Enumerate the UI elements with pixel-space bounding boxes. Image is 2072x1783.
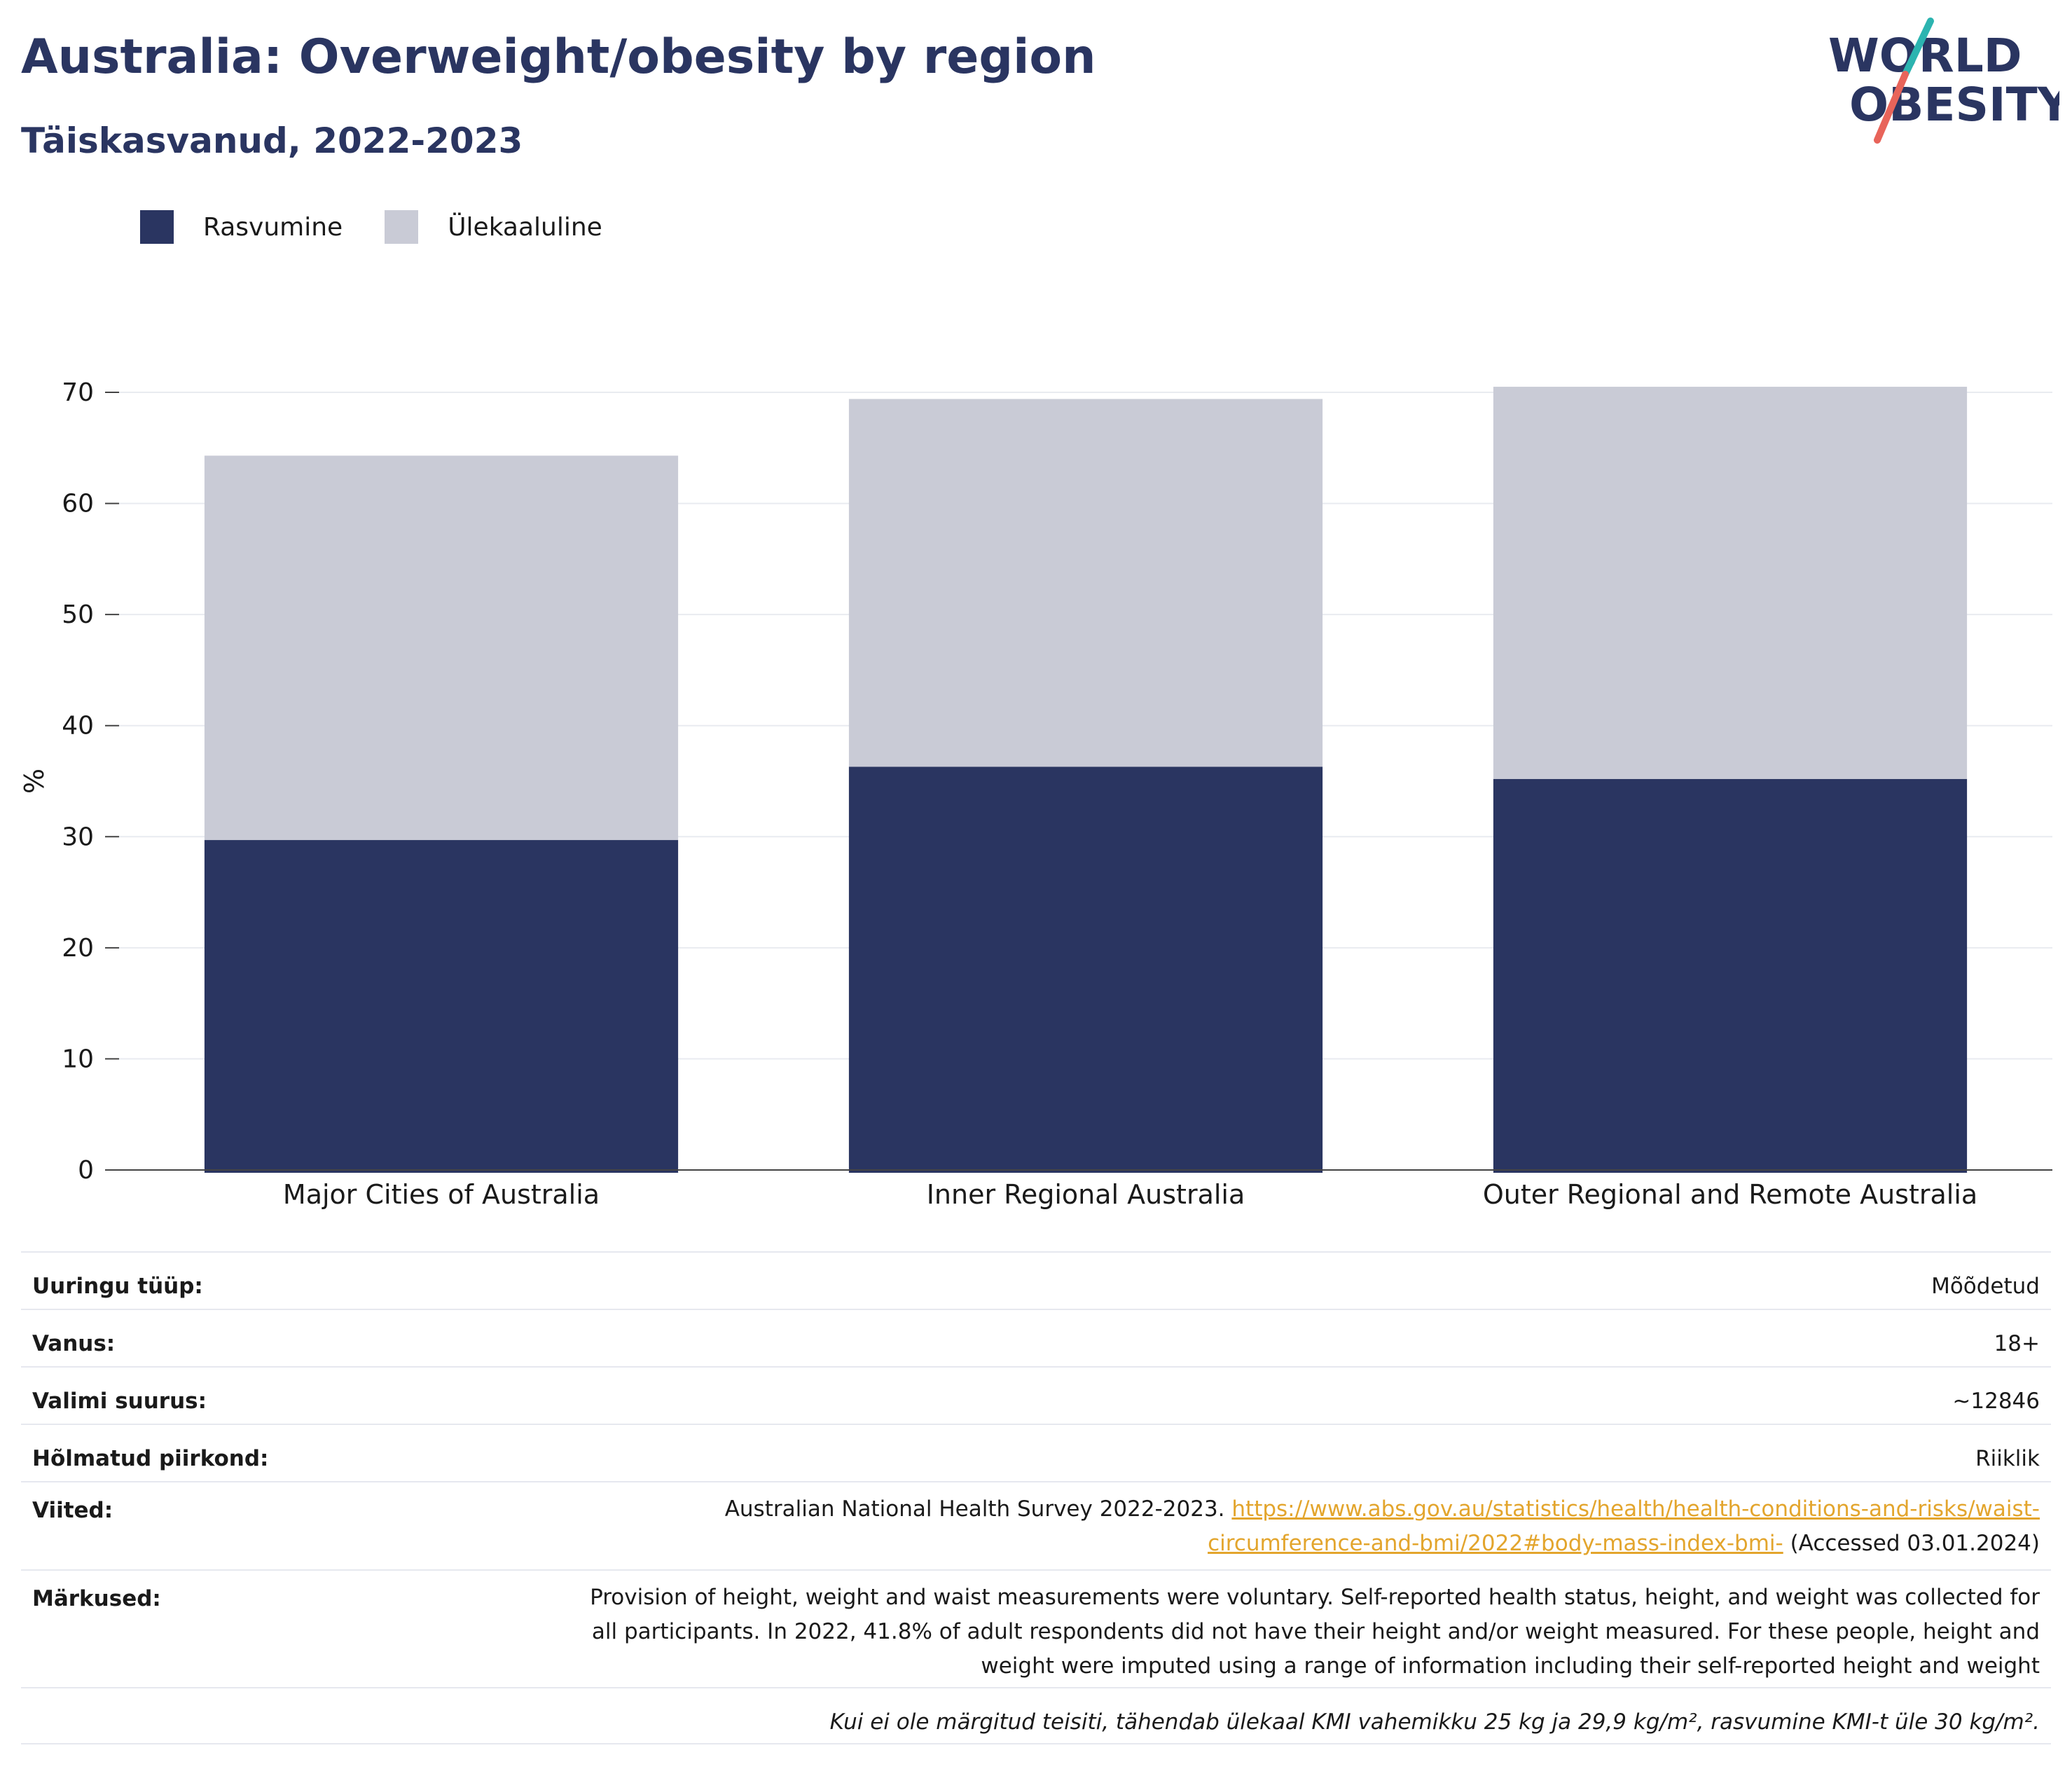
- chart-title: Australia: Overweight/obesity by region: [21, 29, 1096, 85]
- bar-overweight-3: [1493, 387, 1968, 779]
- legend-swatch-obesity: [140, 210, 174, 244]
- y-axis-label: %: [19, 769, 50, 794]
- meta-row-survey-type: Uuringu tüüp: Mõõdetud: [21, 1251, 2051, 1309]
- x-tick-label-1: Major Cities of Australia: [283, 1179, 600, 1210]
- meta-row-references: Viited: Australian National Health Surve…: [21, 1481, 2051, 1569]
- bmi-definition-note: Kui ei ole märgitud teisiti, tähendab ül…: [829, 1709, 2040, 1735]
- meta-label: Vanus:: [32, 1331, 116, 1356]
- reference-link-part1[interactable]: https://www.abs.gov.au/statistics/health…: [1231, 1496, 2040, 1522]
- bar-obesity-2: [848, 766, 1323, 1173]
- bar-obesity-3: [1493, 778, 1968, 1173]
- meta-label: Valimi suurus:: [32, 1389, 207, 1414]
- meta-label: Märkused:: [32, 1586, 161, 1611]
- meta-row-footnote: Kui ei ole märgitud teisiti, tähendab ül…: [21, 1687, 2051, 1744]
- meta-label: Uuringu tüüp:: [32, 1274, 203, 1299]
- chart-legend: Rasvumine Ülekaaluline: [140, 207, 644, 247]
- meta-value: Australian National Health Survey 2022-2…: [725, 1482, 2051, 1561]
- legend-item-obesity[interactable]: Rasvumine: [140, 210, 343, 244]
- stacked-bar-chart: 0 10 20 30 40 50 60 70% Major Cities of Australi…: [19, 378, 2052, 1210]
- notes-line: all participants. In 2022, 41.8% of adul…: [591, 1619, 2040, 1644]
- legend-swatch-overweight: [385, 210, 419, 244]
- meta-row-area: Hõlmatud piirkond: Riiklik: [21, 1424, 2051, 1481]
- notes-line: Provision of height, weight and waist me…: [590, 1585, 2040, 1610]
- meta-value: Riiklik: [1975, 1446, 2040, 1471]
- x-tick-label-3: Outer Regional and Remote Australia: [1483, 1179, 1977, 1210]
- reference-accessed: (Accessed 03.01.2024): [1790, 1531, 2040, 1556]
- meta-value: Provision of height, weight and waist me…: [590, 1571, 2051, 1684]
- meta-row-sample-size: Valimi suurus: ~12846: [21, 1366, 2051, 1424]
- bar-overweight-1: [204, 455, 679, 841]
- bar-obesity-1: [204, 840, 679, 1173]
- reference-link-part2[interactable]: circumference-and-bmi/2022#body-mass-ind…: [1208, 1531, 1783, 1556]
- x-tick-label-2: Inner Regional Australia: [927, 1179, 1245, 1210]
- y-tick-label-50: 50: [62, 600, 94, 629]
- notes-line: weight were imputed using a range of inf…: [981, 1653, 2040, 1679]
- meta-label: Viited:: [32, 1498, 113, 1523]
- chart-subtitle: Täiskasvanud, 2022-2023: [21, 121, 523, 161]
- world-obesity-logo-icon: WORLD OBESITY: [1828, 18, 2072, 144]
- legend-label-obesity: Rasvumine: [203, 212, 343, 242]
- y-tick-label-20: 20: [62, 934, 94, 963]
- meta-value: ~12846: [1952, 1389, 2040, 1414]
- y-tick-label-60: 60: [62, 490, 94, 518]
- y-tick-label-70: 70: [62, 378, 94, 407]
- legend-label-overweight: Ülekaaluline: [448, 212, 602, 242]
- y-tick-label-30: 30: [62, 822, 94, 851]
- meta-value: Mõõdetud: [1931, 1274, 2040, 1299]
- survey-metadata-table: Uuringu tüüp: Mõõdetud Vanus: 18+ Valimi…: [21, 1251, 2051, 1744]
- y-tick-label-0: 0: [78, 1156, 94, 1185]
- world-obesity-logo: WORLD OBESITY: [1828, 14, 2072, 154]
- meta-label: Hõlmatud piirkond:: [32, 1446, 269, 1471]
- meta-value: 18+: [1994, 1331, 2040, 1356]
- y-tick-label-40: 40: [62, 712, 94, 741]
- meta-row-notes: Märkused: Provision of height, weight an…: [21, 1569, 2051, 1687]
- meta-row-age: Vanus: 18+: [21, 1309, 2051, 1366]
- bar-overweight-2: [848, 399, 1323, 767]
- y-tick-label-10: 10: [62, 1045, 94, 1073]
- reference-text: Australian National Health Survey 2022-2…: [724, 1496, 1225, 1522]
- legend-item-overweight[interactable]: Ülekaaluline: [385, 210, 602, 244]
